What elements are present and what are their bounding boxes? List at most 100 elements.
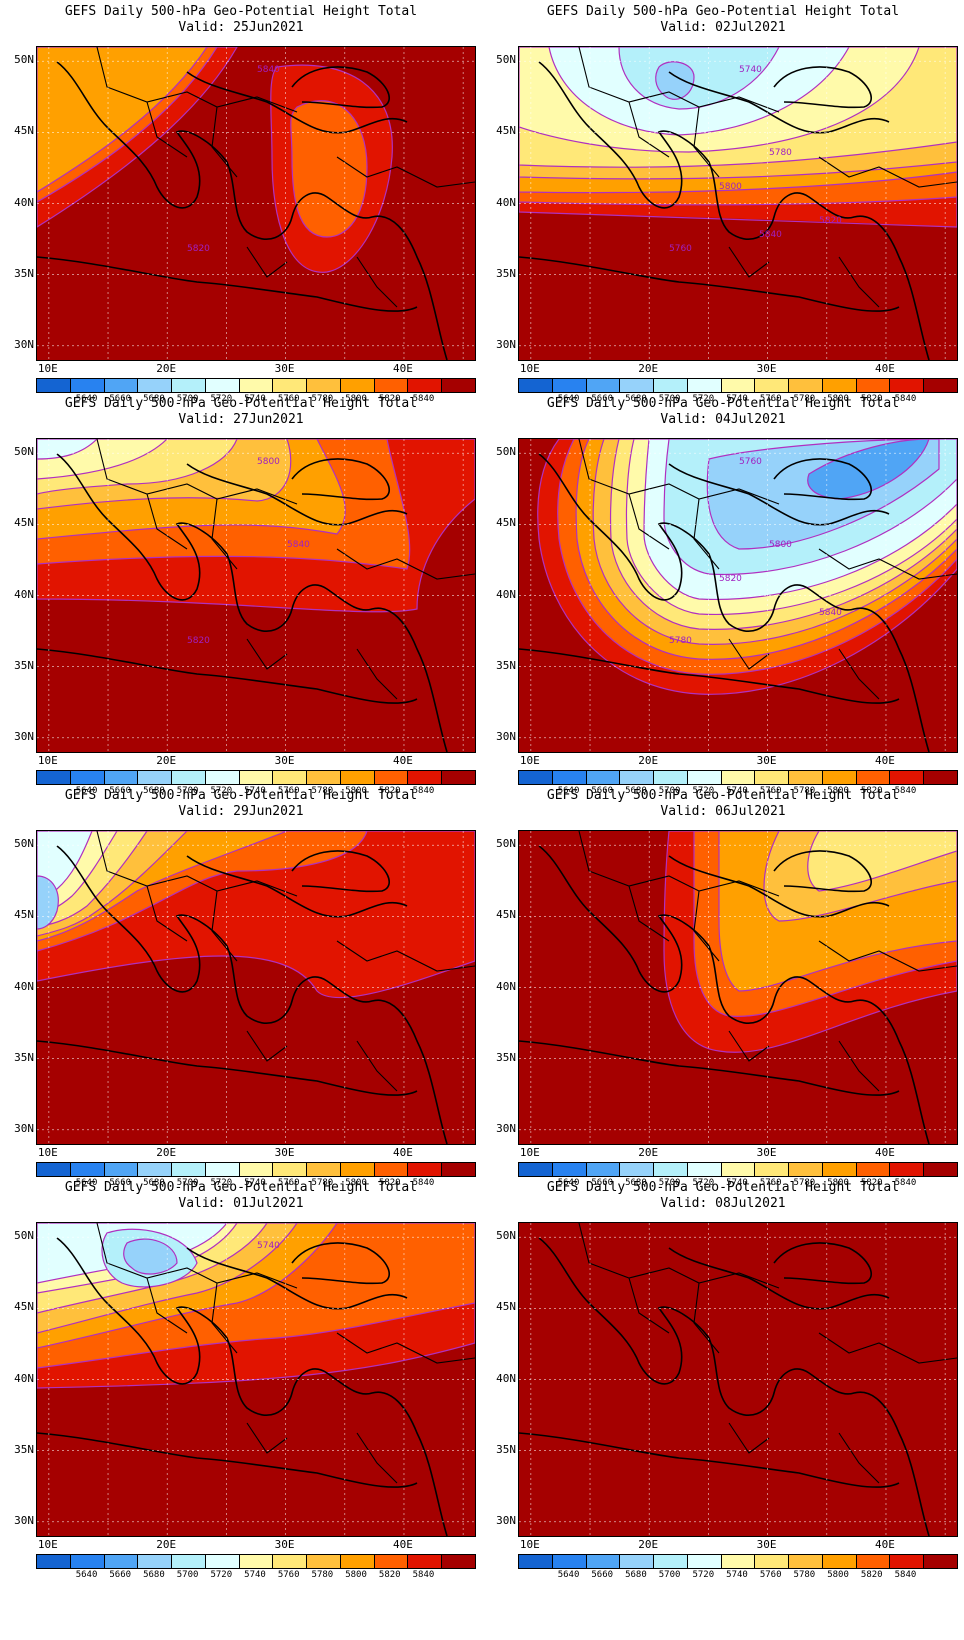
colorbar-label: 5780 — [311, 1178, 334, 1188]
map-svg — [519, 1223, 957, 1536]
colorbar-label: 5820 — [378, 394, 401, 404]
colorbar-swatch — [138, 771, 173, 784]
longitude-label: 40E — [875, 1146, 895, 1159]
map-svg — [37, 831, 475, 1144]
colorbar-swatch — [687, 1163, 722, 1176]
colorbar-swatch — [172, 1555, 206, 1568]
colorbar-label: 5680 — [625, 1570, 647, 1580]
contour-label: 5780 — [669, 636, 692, 646]
colorbar-swatch — [822, 771, 857, 784]
colorbar-swatch — [552, 771, 587, 784]
colorbar-label: 5820 — [378, 786, 401, 796]
panel-valid-date: Valid: 29Jun2021 — [178, 804, 304, 819]
latitude-label: 35N — [496, 658, 516, 672]
colorbar-swatch — [37, 1163, 71, 1176]
colorbar-swatch — [70, 1163, 105, 1176]
colorbar-label: 5660 — [109, 1570, 132, 1580]
panel-title: GEFS Daily 500-hPa Geo-Potential Height … — [482, 396, 964, 428]
colorbar-label: 5740 — [726, 394, 748, 404]
latitude-label: 50N — [496, 1229, 516, 1243]
colorbar-label: 5740 — [244, 394, 266, 404]
colorbar-label: 5840 — [412, 394, 435, 404]
colorbar-swatch — [340, 1555, 375, 1568]
colorbar-swatch — [721, 379, 756, 392]
colorbar-swatch — [104, 1163, 139, 1176]
colorbar-label: 5660 — [591, 786, 614, 796]
panel-valid-date: Valid: 04Jul2021 — [660, 412, 786, 427]
colorbar-label: 5800 — [827, 1570, 849, 1580]
colorbar — [518, 770, 958, 785]
colorbar-swatch — [70, 771, 105, 784]
colorbar-swatch — [172, 771, 206, 784]
colorbar-label: 5680 — [625, 1178, 647, 1188]
colorbar-label: 5840 — [412, 1178, 435, 1188]
coastline-border — [37, 1237, 448, 1536]
colorbar-swatch — [205, 1163, 240, 1176]
panel-title-text: GEFS Daily 500-hPa Geo-Potential Height … — [64, 4, 418, 19]
panel-valid-date: Valid: 08Jul2021 — [660, 1196, 786, 1211]
colorbar-label: 5740 — [244, 1570, 266, 1580]
colorbar-swatch — [687, 1555, 722, 1568]
colorbar-swatch — [408, 379, 443, 392]
latitude-label: 40N — [14, 587, 34, 601]
colorbar-label: 5780 — [793, 1570, 816, 1580]
colorbar-swatch — [104, 1555, 139, 1568]
longitude-label: 20E — [638, 362, 659, 375]
colorbar-label: 5700 — [176, 1178, 199, 1188]
colorbar-swatch — [519, 1555, 553, 1568]
latitude-label: 50N — [496, 53, 516, 67]
colorbar-label: 5780 — [311, 394, 334, 404]
longitude-label: 20E — [638, 754, 659, 767]
colorbar-swatch — [408, 771, 443, 784]
colorbar-label: 5700 — [176, 786, 199, 796]
coastline-border — [519, 61, 930, 360]
colorbar-swatch — [856, 771, 891, 784]
panel-title: GEFS Daily 500-hPa Geo-Potential Height … — [0, 788, 482, 820]
geopotential-map: 5800 5820 5840 — [36, 438, 476, 753]
latitude-label: 45N — [14, 124, 34, 138]
panel-title: GEFS Daily 500-hPa Geo-Potential Height … — [482, 4, 964, 36]
longitude-label: 20E — [638, 1146, 659, 1159]
colorbar-label: 5800 — [345, 1178, 367, 1188]
map-panel: GEFS Daily 500-hPa Geo-Potential Height … — [482, 392, 964, 802]
colorbar-swatch — [307, 379, 341, 392]
longitude-label: 40E — [875, 754, 895, 767]
latitude-label: 50N — [14, 1229, 34, 1243]
longitude-label: 30E — [756, 1538, 777, 1551]
colorbar-label: 5800 — [345, 786, 367, 796]
map-svg: 5840 5820 — [37, 47, 475, 360]
colorbar-swatch — [340, 1163, 375, 1176]
colorbar-swatch — [586, 379, 621, 392]
coastline-border — [578, 47, 957, 308]
latitude-label: 30N — [14, 337, 34, 351]
colorbar — [36, 770, 476, 785]
panel-title-text: GEFS Daily 500-hPa Geo-Potential Height … — [64, 396, 418, 411]
coastline-border — [37, 453, 448, 752]
height-contour-fill — [37, 439, 98, 460]
contour-label: 5840 — [287, 540, 310, 550]
colorbar-label: 5640 — [75, 786, 98, 796]
latitude-label: 45N — [14, 516, 34, 530]
colorbar-swatch — [755, 379, 790, 392]
colorbar-label: 5640 — [75, 1570, 98, 1580]
colorbar-label: 5740 — [726, 1178, 748, 1188]
longitude-label: 40E — [875, 1538, 895, 1551]
latitude-label: 50N — [496, 837, 516, 851]
colorbar-label: 5780 — [793, 394, 816, 404]
longitude-label: 30E — [756, 1146, 777, 1159]
colorbar-swatch — [822, 1555, 857, 1568]
panel-valid-date: Valid: 25Jun2021 — [178, 20, 304, 35]
colorbar — [518, 1554, 958, 1569]
colorbar-label: 5780 — [793, 786, 816, 796]
coastline-border — [96, 439, 475, 700]
contour-label: 5800 — [257, 457, 280, 467]
latitude-label: 40N — [14, 195, 34, 209]
latitude-label: 30N — [496, 337, 516, 351]
colorbar-label: 5840 — [412, 1570, 435, 1580]
panel-valid-date: Valid: 02Jul2021 — [660, 20, 786, 35]
colorbar — [36, 378, 476, 393]
colorbar-swatch — [620, 1163, 655, 1176]
colorbar-label: 5820 — [378, 1178, 401, 1188]
latitude-label: 50N — [14, 445, 34, 459]
colorbar-label: 5760 — [277, 1178, 300, 1188]
